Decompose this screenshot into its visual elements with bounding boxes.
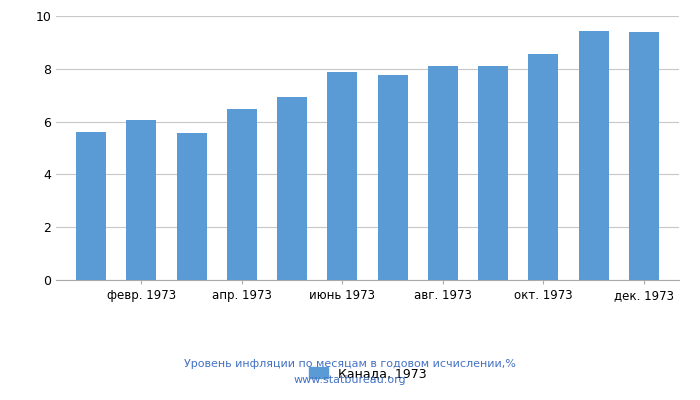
Bar: [277, 97, 307, 280]
Bar: [126, 120, 157, 280]
Bar: [227, 109, 257, 280]
Bar: [428, 66, 458, 280]
Bar: [377, 75, 407, 280]
Bar: [629, 32, 659, 280]
Bar: [176, 133, 206, 280]
Bar: [328, 72, 358, 280]
Legend: Канада, 1973: Канада, 1973: [304, 362, 431, 385]
Bar: [528, 54, 559, 280]
Bar: [478, 66, 508, 280]
Text: Уровень инфляции по месяцам в годовом исчислении,%: Уровень инфляции по месяцам в годовом ис…: [184, 359, 516, 369]
Bar: [578, 31, 609, 280]
Text: www.statbureau.org: www.statbureau.org: [294, 375, 406, 385]
Bar: [76, 132, 106, 280]
